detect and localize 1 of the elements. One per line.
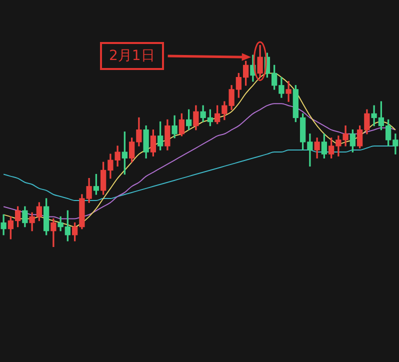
annotation: 2月1日 xyxy=(100,42,164,70)
